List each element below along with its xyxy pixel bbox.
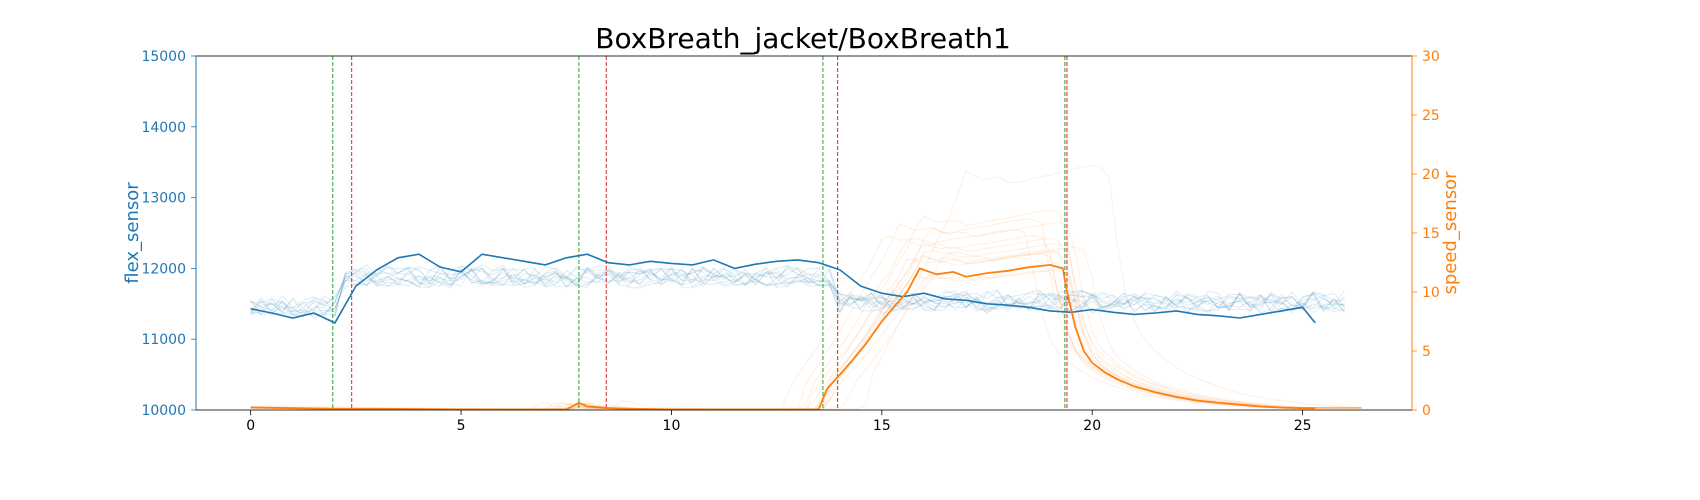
plot-frame: [195, 55, 1413, 411]
background-speed-trace: [250, 269, 1362, 410]
background-flex-trace: [250, 267, 1346, 319]
background-flex-trace: [250, 267, 1346, 317]
y-right-tick-label: 25: [1422, 108, 1440, 124]
y-left-tick-label: 12000: [141, 261, 186, 277]
speed-sensor-line: [250, 263, 1316, 411]
series-layer: [250, 253, 1316, 411]
background-traces: [250, 164, 1362, 410]
background-flex-trace: [250, 264, 1346, 314]
background-flex-trace: [250, 267, 1345, 316]
y-axis-label-right: speed_sensor: [1440, 171, 1461, 295]
y-left-tick-label: 13000: [141, 191, 186, 207]
y-right-tick-label: 30: [1422, 49, 1440, 65]
x-tick-label: 25: [1294, 418, 1312, 434]
x-tick-label: 5: [457, 418, 466, 434]
y-axis-label-left: flex_sensor: [122, 182, 143, 284]
background-flex-trace: [250, 266, 1346, 318]
background-speed-trace: [250, 221, 1362, 410]
background-speed-trace: [250, 251, 1362, 410]
y-left-tick-label: 15000: [141, 49, 186, 65]
chart-title: BoxBreath_jacket/BoxBreath1: [595, 22, 1011, 55]
y-left-tick-label: 11000: [141, 332, 186, 348]
event-markers: [332, 56, 1068, 410]
background-flex-trace: [250, 266, 1346, 317]
x-tick-label: 0: [246, 418, 255, 434]
background-speed-trace: [250, 270, 1362, 410]
background-flex-trace: [250, 268, 1345, 316]
background-flex-trace: [250, 264, 1345, 315]
y-right-tick-label: 0: [1422, 403, 1431, 419]
y-left-tick-label: 10000: [141, 403, 186, 419]
y-right-tick-label: 10: [1422, 285, 1440, 301]
axes: 0 5 10 15 20 25 10000 11000 12000 13000 14000 15000…: [141, 49, 1439, 434]
background-flex-trace: [250, 267, 1345, 316]
background-speed-trace: [250, 246, 1362, 410]
x-tick-label: 20: [1083, 418, 1101, 434]
background-flex-trace: [250, 266, 1345, 315]
y-right-tick-label: 15: [1422, 226, 1440, 242]
y-left-tick-label: 14000: [141, 120, 186, 136]
y-right-tick-label: 20: [1422, 167, 1440, 183]
x-tick-label: 10: [663, 418, 681, 434]
background-flex-trace: [250, 264, 1346, 316]
flex-sensor-line: [250, 253, 1316, 324]
background-flex-trace: [250, 266, 1345, 317]
y-right-tick-label: 5: [1422, 344, 1431, 360]
x-tick-label: 15: [873, 418, 891, 434]
